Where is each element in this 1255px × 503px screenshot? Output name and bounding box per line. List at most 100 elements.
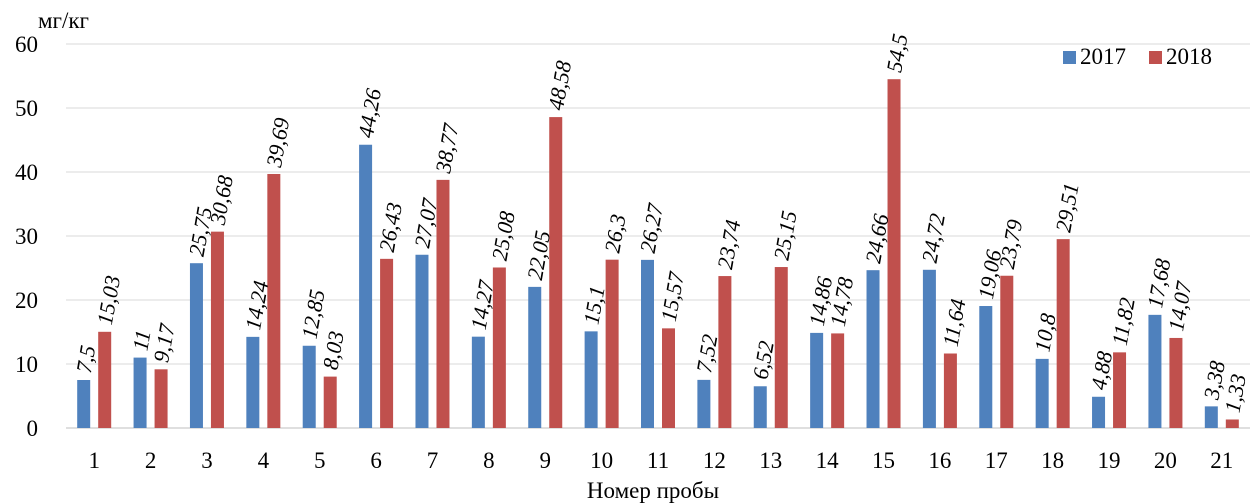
bar-2018-14 bbox=[831, 333, 845, 428]
data-label-2018-4: 39,69 bbox=[261, 116, 294, 170]
bar-2017-12 bbox=[697, 379, 711, 428]
bar-2018-16 bbox=[943, 353, 957, 428]
bars bbox=[77, 79, 1239, 428]
y-axis-label: мг/кг bbox=[38, 8, 89, 33]
x-tick-label: 11 bbox=[647, 448, 669, 473]
data-label-2018-12: 23,74 bbox=[712, 218, 745, 271]
bar-2018-11 bbox=[662, 328, 675, 428]
bar-2017-4 bbox=[246, 336, 260, 428]
bar-2017-9 bbox=[528, 286, 542, 428]
x-tick-label: 7 bbox=[427, 448, 439, 473]
bar-2017-2 bbox=[133, 357, 147, 428]
bar-2018-7 bbox=[436, 179, 450, 428]
x-tick-label: 16 bbox=[928, 448, 951, 473]
data-label-2017-19: 4,88 bbox=[1086, 349, 1117, 391]
x-tick-label: 13 bbox=[759, 448, 782, 473]
bar-2017-19 bbox=[1092, 396, 1106, 428]
x-tick-label: 20 bbox=[1154, 448, 1177, 473]
x-tick-label: 10 bbox=[590, 448, 613, 473]
bar-2017-7 bbox=[415, 254, 429, 428]
bar-2018-1 bbox=[98, 331, 112, 428]
x-tick-label: 6 bbox=[370, 448, 382, 473]
legend-swatch-2018 bbox=[1149, 51, 1162, 64]
bar-2017-20 bbox=[1148, 314, 1162, 428]
gridlines bbox=[66, 43, 1250, 429]
data-label-2018-8: 25,08 bbox=[487, 209, 520, 262]
bar-2017-5 bbox=[302, 345, 316, 428]
bar-2018-13 bbox=[774, 267, 788, 428]
data-label-2017-16: 24,72 bbox=[917, 212, 950, 265]
bar-2018-19 bbox=[1113, 352, 1127, 428]
bar-2017-10 bbox=[584, 331, 598, 428]
bar-2018-4 bbox=[267, 173, 281, 428]
bar-2018-8 bbox=[492, 267, 506, 428]
data-label-2018-18: 29,51 bbox=[1050, 181, 1083, 234]
data-label-2017-18: 10,8 bbox=[1029, 311, 1060, 353]
y-tick-label: 10 bbox=[15, 352, 38, 377]
x-tick-label: 12 bbox=[703, 448, 726, 473]
data-label-2017-6: 44,26 bbox=[353, 87, 386, 140]
x-tick-label: 14 bbox=[816, 448, 840, 473]
data-label-2018-13: 25,15 bbox=[769, 209, 802, 262]
x-tick-label: 18 bbox=[1041, 448, 1064, 473]
bar-2017-14 bbox=[810, 332, 824, 428]
data-label-2018-2: 9,17 bbox=[148, 321, 179, 364]
bar-2018-9 bbox=[549, 117, 563, 428]
x-tick-label: 15 bbox=[872, 448, 895, 473]
bar-2017-17 bbox=[979, 306, 993, 428]
bar-2017-1 bbox=[77, 380, 91, 428]
x-axis-label: Номер пробы bbox=[587, 478, 719, 503]
data-label-2018-6: 26,43 bbox=[374, 201, 407, 254]
data-label-2018-15: 54,5 bbox=[881, 32, 912, 74]
y-axis-ticks: 0 10 20 30 40 50 60 bbox=[15, 32, 38, 441]
data-label-2018-5: 8,03 bbox=[318, 329, 349, 371]
bar-2017-13 bbox=[753, 386, 767, 428]
bar-2018-2 bbox=[154, 369, 168, 428]
data-label-2017-13: 6,52 bbox=[748, 339, 779, 381]
data-label-2018-7: 38,77 bbox=[430, 121, 464, 176]
data-label-2018-11: 15,57 bbox=[656, 269, 689, 323]
x-tick-label: 21 bbox=[1210, 448, 1233, 473]
y-tick-label: 40 bbox=[15, 160, 38, 185]
x-tick-label: 2 bbox=[145, 448, 157, 473]
bar-2018-20 bbox=[1169, 337, 1183, 428]
data-label-2017-10: 15,1 bbox=[578, 284, 609, 326]
data-label-2017-12: 7,52 bbox=[691, 332, 722, 374]
y-tick-label: 60 bbox=[15, 32, 38, 57]
bar-2018-10 bbox=[605, 259, 619, 428]
y-tick-label: 0 bbox=[27, 416, 39, 441]
legend: 2017 2018 bbox=[1063, 44, 1212, 69]
x-tick-label: 8 bbox=[483, 448, 495, 473]
bar-2018-18 bbox=[1056, 239, 1070, 428]
data-label-2018-21: 1,33 bbox=[1220, 372, 1251, 414]
x-tick-label: 9 bbox=[539, 448, 551, 473]
x-tick-label: 17 bbox=[985, 448, 1008, 473]
legend-label-2018: 2018 bbox=[1166, 44, 1212, 69]
y-tick-label: 20 bbox=[15, 288, 38, 313]
bar-2018-6 bbox=[380, 258, 394, 428]
data-label-2017-2: 11 bbox=[127, 328, 155, 352]
x-tick-label: 4 bbox=[258, 448, 270, 473]
data-label-2017-1: 7,5 bbox=[71, 343, 100, 374]
bar-2018-12 bbox=[718, 276, 732, 428]
data-label-2018-19: 11,82 bbox=[1107, 296, 1140, 347]
data-label-2018-9: 48,58 bbox=[543, 59, 576, 112]
data-label-2018-10: 26,3 bbox=[599, 212, 630, 254]
bar-2018-21 bbox=[1225, 419, 1239, 428]
x-tick-label: 1 bbox=[88, 448, 100, 473]
data-label-2018-1: 15,03 bbox=[92, 274, 125, 327]
y-tick-label: 50 bbox=[15, 96, 38, 121]
bar-2017-3 bbox=[189, 263, 203, 428]
x-tick-label: 3 bbox=[201, 448, 213, 473]
x-tick-label: 19 bbox=[1098, 448, 1121, 473]
bar-2017-11 bbox=[641, 259, 654, 428]
bar-2017-18 bbox=[1035, 358, 1049, 428]
bar-2018-3 bbox=[210, 231, 224, 428]
legend-swatch-2017 bbox=[1063, 51, 1076, 64]
legend-label-2017: 2017 bbox=[1080, 44, 1126, 69]
bar-2017-21 bbox=[1204, 406, 1218, 428]
data-label-2018-17: 23,79 bbox=[994, 218, 1027, 271]
bar-2017-8 bbox=[471, 336, 485, 428]
bar-2018-15 bbox=[887, 79, 901, 428]
